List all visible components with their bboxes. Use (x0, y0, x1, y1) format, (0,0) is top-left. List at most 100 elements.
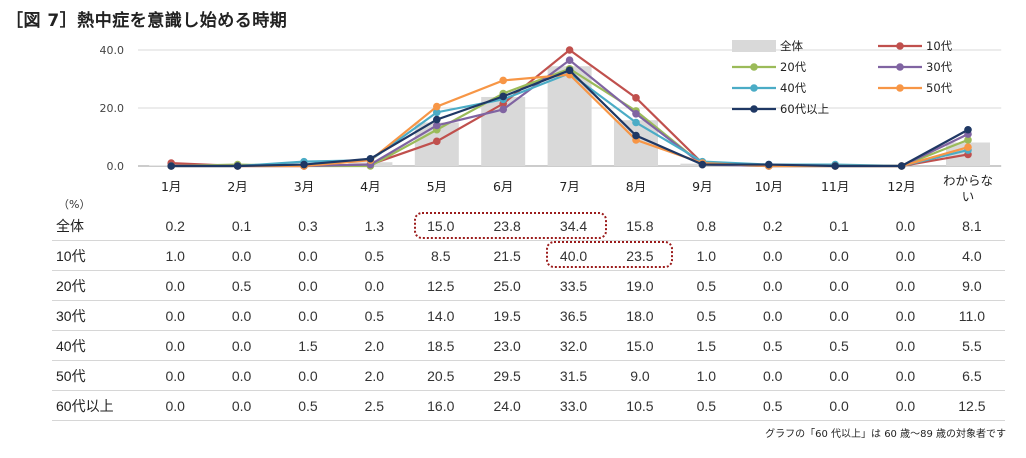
table-cell: 0.5 (739, 330, 806, 361)
point-60代以上 (698, 160, 707, 169)
table-row: 30代 0.0 0.0 0.0 0.5 14.0 19.5 36.5 18.0 0.5 0.0 0.0… (52, 300, 1006, 331)
table-cell: 0.0 (208, 390, 275, 421)
table-cell: 0.0 (872, 390, 939, 421)
table-cell: 40.0 (540, 240, 607, 271)
table-cell: 15.0 (606, 330, 674, 361)
legend-marker-30代 (896, 63, 904, 71)
table-cell: 0.0 (208, 330, 275, 361)
row-label: 60代以上 (52, 390, 142, 421)
table-cell: 8.1 (938, 211, 1006, 241)
table-cell: 6.5 (938, 360, 1006, 391)
table-cell: 29.5 (473, 360, 541, 391)
x-tick-label: 1月 (161, 179, 181, 194)
table-row: 60代以上 0.0 0.0 0.5 2.5 16.0 24.0 33.0 10.5 0.5 0.5 0… (52, 390, 1006, 421)
row-label: 30代 (52, 300, 142, 331)
table-cell: 0.5 (739, 390, 806, 421)
table-cell: 0.0 (341, 270, 408, 301)
table-cell: 0.0 (872, 270, 939, 301)
legend-label-50代: 50代 (926, 81, 953, 95)
table-cell: 23.8 (473, 211, 541, 241)
x-tick-label: 5月 (427, 179, 447, 194)
table-cell: 23.0 (473, 330, 541, 361)
table-cell: 21.5 (473, 240, 541, 271)
chart-title: ［図 7］熱中症を意識し始める時期 (6, 11, 288, 31)
table-cell: 0.1 (208, 211, 275, 241)
table-cell: 0.0 (142, 360, 209, 391)
table-cell: 15.8 (606, 211, 674, 241)
unit-label: （%） (58, 198, 91, 211)
legend-label-60代以上: 60代以上 (780, 102, 829, 116)
table-cell: 0.5 (208, 270, 275, 301)
table-cell: 12.5 (938, 390, 1006, 421)
table-cell: 11.0 (938, 300, 1006, 331)
data-table: 全体 0.2 0.1 0.3 1.3 15.0 23.8 34.4 15.8 0.8 0.2 0.1 0… (52, 211, 1006, 421)
point-10代 (433, 137, 441, 146)
row-label: 50代 (52, 360, 142, 391)
point-10代 (565, 46, 574, 54)
table-cell: 9.0 (938, 270, 1006, 301)
table-cell: 16.0 (407, 390, 474, 421)
table-cell: 0.0 (805, 390, 873, 421)
point-60代以上 (565, 66, 574, 75)
x-tick-label: 6月 (493, 179, 513, 194)
table-cell: 33.5 (540, 270, 607, 301)
y-tick-label: 40.0 (100, 44, 125, 57)
table-cell: 0.0 (805, 270, 873, 301)
x-tick-label: 12月 (887, 179, 915, 194)
table-cell: 19.0 (606, 270, 674, 301)
table-cell: 36.5 (540, 300, 607, 331)
table-cell: 0.0 (274, 240, 342, 271)
table-cell: 0.0 (805, 240, 873, 271)
legend-marker-50代 (896, 84, 904, 92)
table-cell: 2.5 (341, 390, 408, 421)
table-row: 10代 1.0 0.0 0.0 0.5 8.5 21.5 40.0 23.5 1.0 0.0 0.0 0… (52, 240, 1006, 271)
row-label: 40代 (52, 330, 142, 361)
table-cell: 4.0 (938, 240, 1006, 271)
table-row: 50代 0.0 0.0 0.0 2.0 20.5 29.5 31.5 9.0 1.0 0.0 0.0 0… (52, 360, 1006, 391)
table-cell: 0.0 (208, 360, 275, 391)
x-tick-label: 9月 (692, 179, 712, 194)
table-cell: 14.0 (407, 300, 474, 331)
table-cell: 8.5 (407, 240, 474, 271)
table-cell: 0.5 (341, 300, 408, 331)
point-50代 (433, 102, 441, 111)
point-60代以上 (632, 131, 640, 140)
legend-label-40代: 40代 (780, 81, 807, 95)
table-cell: 18.0 (606, 300, 674, 331)
table-cell: 33.0 (540, 390, 607, 421)
table-cell: 19.5 (473, 300, 541, 331)
table-cell: 25.0 (473, 270, 541, 301)
table-cell: 18.5 (407, 330, 474, 361)
table-cell: 31.5 (540, 360, 607, 391)
x-tick-label: 10月 (755, 179, 783, 194)
table-cell: 20.5 (407, 360, 474, 391)
table-cell: 1.5 (274, 330, 342, 361)
x-tick-label: わからな (943, 173, 993, 188)
y-tick-label: 0.0 (107, 160, 125, 173)
x-tick-label: 11月 (821, 179, 849, 194)
table-cell: 9.0 (606, 360, 674, 391)
point-40代 (433, 108, 441, 117)
line-bar-chart: 0.0 20.0 40.0 1月 2月 3月 4月 5月 6月 7月 8月 9月 10月 11月 12月 わ… (100, 39, 1002, 204)
table-cell: 0.5 (673, 300, 740, 331)
bar-全体 (547, 66, 592, 166)
point-60代以上 (765, 160, 773, 169)
legend-swatch-全体 (732, 40, 776, 52)
table-cell: 0.0 (142, 300, 209, 331)
table-cell: 0.0 (805, 300, 873, 331)
point-30代 (632, 110, 640, 118)
legend-marker-60代以上 (750, 105, 758, 113)
table-cell: 0.8 (673, 211, 740, 241)
table-cell: 0.0 (872, 330, 939, 361)
table-cell: 0.5 (341, 240, 408, 271)
point-60代以上 (897, 162, 906, 170)
table-cell: 5.5 (938, 330, 1006, 361)
table-cell: 0.0 (208, 300, 275, 331)
point-30代 (433, 121, 441, 130)
point-10代 (632, 94, 640, 102)
table-cell: 0.0 (739, 270, 806, 301)
x-tick-label: 8月 (626, 179, 646, 194)
point-60代以上 (433, 115, 441, 124)
table-cell: 0.3 (274, 211, 342, 241)
row-label: 20代 (52, 270, 142, 301)
